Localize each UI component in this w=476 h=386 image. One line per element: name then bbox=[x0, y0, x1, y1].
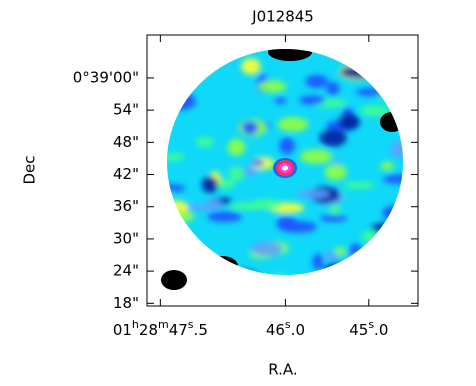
y-tick-label: 48" bbox=[113, 133, 139, 151]
noise-blob bbox=[312, 253, 324, 271]
noise-blob bbox=[329, 202, 341, 218]
noise-blob bbox=[197, 59, 215, 73]
y-tick-label: 42" bbox=[113, 165, 139, 183]
noise-blob bbox=[372, 245, 403, 255]
noise-blob bbox=[167, 257, 175, 266]
noise-blob bbox=[305, 74, 329, 89]
y-tick-label: 54" bbox=[113, 101, 139, 119]
noise-blob bbox=[344, 253, 381, 268]
noise-blob bbox=[220, 269, 259, 275]
noise-blob bbox=[242, 121, 258, 135]
noise-blob bbox=[241, 58, 261, 75]
noise-blob bbox=[201, 176, 219, 194]
noise-blob bbox=[360, 105, 390, 117]
noise-blob bbox=[299, 149, 333, 164]
noise-blob bbox=[381, 227, 403, 241]
noise-blob bbox=[279, 137, 295, 155]
noise-blob bbox=[380, 161, 394, 171]
x-tick-label: 01h28m47s.5 bbox=[113, 318, 208, 339]
plot-frame bbox=[146, 34, 419, 307]
noise-blob bbox=[297, 189, 331, 199]
y-tick-label: 30" bbox=[113, 229, 139, 247]
noise-blob bbox=[195, 136, 214, 148]
y-tick-label: 0°39'00" bbox=[73, 68, 139, 86]
noise-blob bbox=[340, 66, 376, 79]
x-tick-label: 45s.0 bbox=[349, 318, 388, 339]
noise-blob bbox=[355, 88, 387, 97]
noise-blob bbox=[167, 80, 189, 96]
noise-blob bbox=[379, 229, 394, 242]
x-tick-label: 46s.0 bbox=[266, 318, 305, 339]
y-axis-label: Dec bbox=[21, 155, 39, 184]
y-tick-label: 36" bbox=[113, 197, 139, 215]
noise-blob bbox=[205, 198, 222, 211]
noise-blob bbox=[167, 49, 177, 53]
noise-blob bbox=[386, 266, 399, 273]
noise-blob bbox=[276, 216, 297, 232]
noise-blob bbox=[167, 210, 195, 223]
x-axis-label: R.A. bbox=[268, 361, 297, 379]
noise-blob bbox=[167, 75, 181, 84]
noise-blob bbox=[250, 241, 284, 257]
noise-blob bbox=[344, 181, 376, 190]
noise-blob bbox=[228, 166, 245, 182]
noise-blob bbox=[320, 214, 347, 222]
chart-title: J012845 bbox=[251, 8, 314, 26]
noise-blob bbox=[274, 97, 287, 104]
noise-blob bbox=[323, 263, 350, 275]
noise-blob bbox=[326, 81, 340, 96]
noise-blob bbox=[379, 49, 393, 54]
noise-blob bbox=[367, 72, 392, 79]
noise-blob bbox=[167, 92, 196, 111]
y-tick-label: 18" bbox=[113, 294, 139, 312]
noise-blob bbox=[368, 244, 403, 262]
noise-blob bbox=[167, 217, 185, 233]
noise-blob bbox=[167, 184, 186, 193]
noise-blob bbox=[274, 273, 287, 275]
noise-blob bbox=[338, 113, 360, 131]
noise-blob bbox=[324, 164, 347, 181]
noise-blob bbox=[326, 265, 359, 274]
noise-blob bbox=[361, 230, 381, 243]
noise-blob bbox=[349, 243, 363, 260]
beam bbox=[161, 270, 187, 290]
noise-blob bbox=[228, 202, 264, 211]
noise-blob bbox=[299, 95, 326, 105]
noise-blob bbox=[382, 205, 403, 221]
noise-blob bbox=[207, 211, 242, 223]
noise-blob bbox=[277, 116, 309, 132]
noise-blob bbox=[353, 270, 391, 275]
noise-blob bbox=[319, 129, 347, 147]
noise-blob bbox=[323, 252, 339, 261]
noise-blob bbox=[390, 140, 403, 159]
noise-blob bbox=[251, 159, 265, 167]
noise-blob bbox=[257, 80, 287, 93]
sky-map bbox=[167, 49, 403, 275]
y-tick-label: 24" bbox=[113, 262, 139, 280]
noise-blob bbox=[167, 49, 195, 57]
noise-blob bbox=[167, 153, 185, 161]
noise-blob bbox=[382, 174, 403, 184]
noise-blob bbox=[227, 138, 246, 157]
